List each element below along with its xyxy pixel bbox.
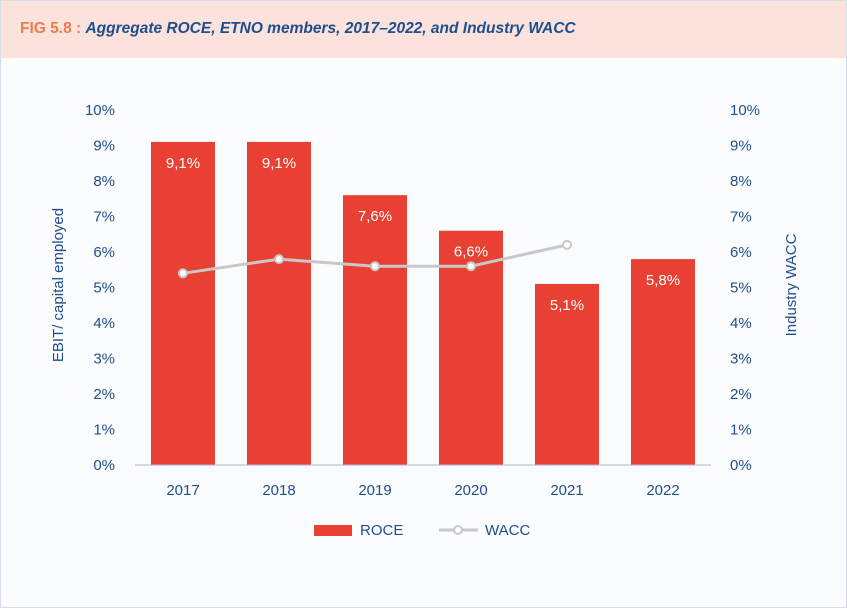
y-tick-left-label: 3%: [93, 351, 115, 368]
legend-roce-swatch: [314, 525, 352, 536]
y-tick-right-label: 8%: [730, 173, 752, 190]
roce-bar-label: 6,6%: [454, 244, 488, 261]
y-tick-right-label: 5%: [730, 280, 752, 297]
wacc-point: [562, 239, 572, 250]
wacc-line-series: [178, 239, 572, 279]
legend-roce-label: ROCE: [360, 522, 403, 539]
y-tick-left-label: 9%: [93, 138, 115, 155]
y-tick-left-label: 7%: [93, 209, 115, 226]
legend-wacc-marker: [453, 525, 463, 535]
y-tick-right-label: 10%: [730, 102, 760, 119]
roce-bar: [343, 195, 407, 465]
roce-bar-label: 5,8%: [646, 272, 680, 289]
roce-bars: [151, 141, 695, 465]
roce-wacc-chart: 0% 1% 2% 3% 4% 5% 6% 7% 8% 9% 10% 0% 1% 2% 3% 4% 5% 6% 7%…: [50, 102, 800, 539]
roce-bar: [247, 141, 311, 465]
y-tick-left-label: 0%: [93, 457, 115, 474]
legend-wacc-label: WACC: [485, 522, 530, 539]
wacc-point: [370, 261, 380, 272]
roce-bar-label: 5,1%: [550, 297, 584, 314]
roce-bar: [631, 259, 695, 465]
roce-bar-label: 7,6%: [358, 208, 392, 225]
x-tick-label: 2019: [358, 482, 391, 499]
roce-bar: [535, 283, 599, 465]
figure-heading: FIG 5.8 : Aggregate ROCE, ETNO members, …: [20, 20, 576, 38]
x-tick-label: 2018: [262, 482, 295, 499]
y-tick-left-label: 10%: [85, 102, 115, 119]
y-tick-left-label: 8%: [93, 173, 115, 190]
y-axis-left: 0% 1% 2% 3% 4% 5% 6% 7% 8% 9% 10%: [85, 102, 115, 474]
y-axis-right-title: Industry WACC: [783, 233, 800, 336]
y-tick-left-label: 5%: [93, 280, 115, 297]
y-tick-right-label: 6%: [730, 244, 752, 261]
roce-bar-label: 9,1%: [166, 155, 200, 172]
y-tick-right-label: 1%: [730, 422, 752, 439]
y-tick-right-label: 3%: [730, 351, 752, 368]
figure-label: FIG 5.8 :: [20, 20, 82, 37]
y-tick-right-label: 9%: [730, 138, 752, 155]
wacc-point: [178, 268, 188, 279]
roce-bar-label: 9,1%: [262, 155, 296, 172]
x-tick-label: 2021: [550, 482, 583, 499]
y-tick-right-label: 2%: [730, 386, 752, 403]
y-axis-left-title: EBIT/ capital employed: [50, 208, 67, 362]
x-tick-label: 2022: [646, 482, 679, 499]
wacc-point: [274, 254, 284, 265]
roce-bar-labels: 9,1% 9,1% 7,6% 6,6% 5,1% 5,8%: [166, 155, 680, 314]
y-tick-left-label: 4%: [93, 315, 115, 332]
y-tick-left-label: 6%: [93, 244, 115, 261]
figure-title: Aggregate ROCE, ETNO members, 2017–2022,…: [85, 20, 576, 37]
x-tick-label: 2017: [166, 482, 199, 499]
figure-header: FIG 5.8 : Aggregate ROCE, ETNO members, …: [1, 1, 846, 58]
y-tick-left-label: 1%: [93, 422, 115, 439]
chart-legend: ROCE WACC: [314, 522, 530, 539]
y-tick-left-label: 2%: [93, 386, 115, 403]
y-axis-right: 0% 1% 2% 3% 4% 5% 6% 7% 8% 9% 10%: [730, 102, 760, 474]
roce-bar: [151, 141, 215, 465]
y-tick-right-label: 7%: [730, 209, 752, 226]
x-axis: 2017 2018 2019 2020 2021 2022: [166, 482, 679, 499]
y-tick-right-label: 0%: [730, 457, 752, 474]
y-tick-right-label: 4%: [730, 315, 752, 332]
wacc-point: [466, 261, 476, 272]
x-tick-label: 2020: [454, 482, 487, 499]
